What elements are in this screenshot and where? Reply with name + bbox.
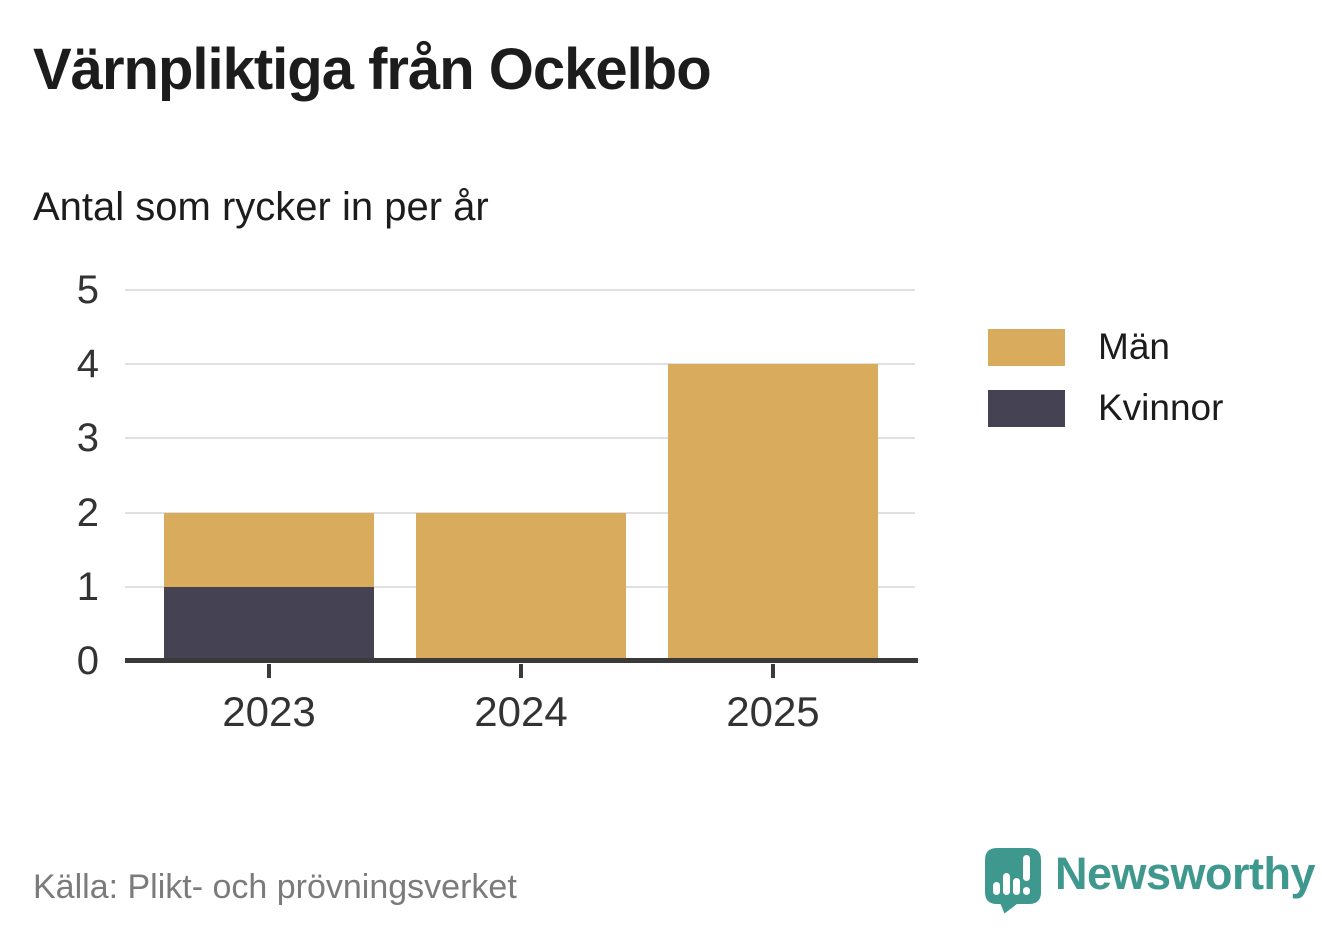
x-tick-2023 — [267, 664, 272, 678]
chart-subtitle: Antal som rycker in per år — [33, 185, 489, 229]
x-axis-label-2024: 2024 — [474, 688, 568, 735]
y-axis-label-2: 2 — [76, 490, 99, 535]
legend: Män Kvinnor — [988, 326, 1223, 448]
bar-2025-män — [667, 364, 878, 661]
newsworthy-wordmark: Newsworthy — [1055, 848, 1316, 899]
newsworthy-logo-icon — [985, 848, 1041, 914]
bar-2024-män — [416, 512, 626, 661]
x-tick-2025 — [770, 664, 775, 678]
y-axis-label-1: 1 — [76, 564, 99, 609]
legend-label-man: Män — [1098, 326, 1170, 367]
legend-item-man: Män — [988, 326, 1223, 368]
legend-item-kvinnor: Kvinnor — [988, 387, 1223, 429]
legend-swatch-man — [988, 328, 1065, 366]
newsworthy-brand: Newsworthy — [983, 846, 1316, 914]
x-axis-line — [125, 658, 918, 663]
x-axis-label-2025: 2025 — [726, 688, 820, 735]
plot-area: 0 1 2 3 4 5 2023 2024 2025 — [77, 270, 918, 735]
x-axis-label-2023: 2023 — [222, 688, 316, 735]
y-axis-label-5: 5 — [76, 268, 99, 312]
x-tick-2024 — [519, 664, 524, 678]
gridline-y3 — [125, 437, 915, 440]
chart-title: Värnpliktiga från Ockelbo — [33, 37, 712, 102]
legend-label-kvinnor: Kvinnor — [1098, 387, 1224, 428]
y-axis-label-4: 4 — [76, 342, 99, 387]
source-note: Källa: Plikt- och prövningsverket — [33, 868, 517, 906]
gridline-y5 — [125, 289, 915, 291]
y-axis-label-3: 3 — [76, 416, 99, 461]
gridline-y4 — [125, 363, 915, 366]
y-axis-label-0: 0 — [76, 639, 99, 683]
bar-2023-kvinnor — [164, 586, 374, 661]
legend-swatch-kvinnor — [988, 389, 1065, 427]
bar-2023-män — [164, 512, 374, 587]
